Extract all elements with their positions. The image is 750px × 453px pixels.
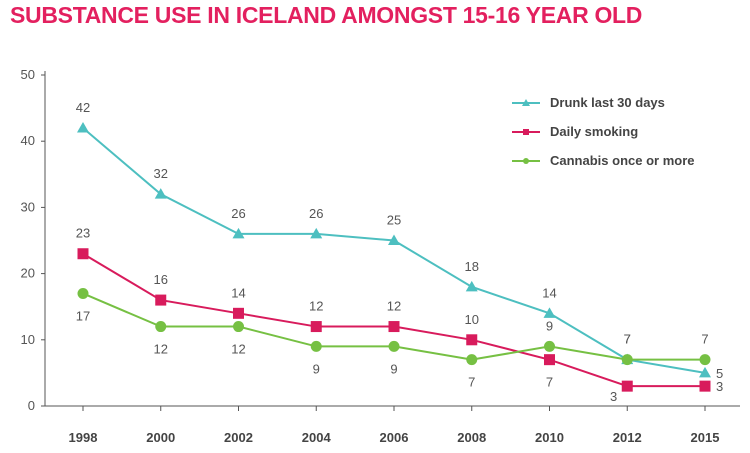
data-point: [466, 334, 478, 346]
legend-marker: [523, 129, 529, 135]
data-label: 9: [313, 361, 320, 376]
data-label: 26: [231, 206, 245, 221]
data-label: 32: [154, 166, 168, 181]
chart-title: SUBSTANCE USE IN ICELAND AMONGST 15-16 Y…: [10, 2, 643, 28]
axes: 0 10 20 30 40 50 1998 2000 2002 2004 2006 2008 2010 2…: [21, 67, 740, 445]
x-tick-label: 2010: [535, 430, 564, 445]
legend-label: Drunk last 30 days: [550, 95, 665, 110]
x-tick-label: 2006: [380, 430, 409, 445]
data-label: 9: [390, 361, 397, 376]
data-label: 7: [624, 332, 631, 347]
data-label: 7: [624, 332, 631, 347]
x-tick-label: 2000: [146, 430, 175, 445]
data-label: 10: [465, 312, 479, 327]
data-point: [544, 354, 555, 366]
legend-label: Cannabis once or more: [550, 153, 694, 168]
y-tick-label: 10: [21, 332, 35, 347]
data-label: 14: [542, 285, 556, 300]
data-label: 42: [76, 100, 90, 115]
legend-item-2: Cannabis once or more: [512, 153, 694, 168]
data-point: [388, 340, 400, 352]
x-tick-label: 2008: [457, 430, 486, 445]
data-labels: 42 32 26 26 25 18 14 7 5 23 16 14 12 12 10 7 3 3 17 12 12 9 9 7…: [76, 100, 723, 404]
data-label: 26: [309, 206, 323, 221]
data-label: 12: [309, 299, 323, 314]
data-label: 18: [465, 259, 479, 274]
data-label: 12: [387, 299, 401, 314]
legend-item-0: Drunk last 30 days: [512, 95, 665, 110]
data-point: [543, 307, 556, 318]
data-point: [233, 307, 244, 319]
legend-marker: [522, 99, 530, 106]
legend-label: Daily smoking: [550, 124, 638, 139]
series-0: [77, 121, 711, 378]
data-point: [466, 354, 478, 366]
data-point: [154, 188, 167, 199]
data-point: [310, 340, 322, 352]
data-label: 25: [387, 213, 401, 228]
data-label: 16: [154, 272, 168, 287]
y-tick-label: 30: [21, 199, 35, 214]
legend-item-1: Daily smoking: [512, 124, 638, 139]
series-layer: [77, 121, 711, 392]
x-tick-label: 2015: [691, 430, 720, 445]
data-label: 9: [546, 318, 553, 333]
series-1: [77, 248, 711, 392]
x-tick-label: 2004: [302, 430, 332, 445]
data-point: [310, 321, 322, 333]
y-tick-label: 0: [28, 398, 35, 413]
data-label: 7: [468, 375, 475, 390]
data-label: 3: [610, 389, 617, 404]
data-point: [77, 248, 89, 260]
legend: Drunk last 30 days Daily smoking Cannabis …: [512, 95, 694, 168]
y-tick-label: 20: [21, 266, 35, 281]
data-point: [544, 340, 555, 352]
data-point: [699, 366, 711, 378]
data-point: [621, 380, 633, 392]
x-tick-label: 2012: [613, 430, 642, 445]
data-point: [310, 227, 323, 239]
data-label: 5: [716, 366, 723, 381]
data-point: [699, 380, 711, 392]
data-point: [233, 321, 244, 333]
data-label: 3: [716, 379, 723, 394]
data-label: 7: [701, 332, 708, 347]
legend-marker: [523, 158, 529, 164]
x-tick-label: 2002: [224, 430, 253, 445]
data-label: 7: [546, 375, 553, 390]
y-tick-label: 50: [21, 67, 35, 82]
data-point: [388, 321, 400, 333]
data-label: 17: [76, 308, 90, 323]
data-point: [155, 321, 167, 333]
x-tick-label: 1998: [69, 430, 98, 445]
data-label: 23: [76, 226, 90, 241]
data-point: [77, 287, 89, 299]
series-2: [77, 287, 711, 366]
data-point: [699, 354, 711, 366]
data-point: [232, 227, 245, 239]
data-point: [77, 121, 89, 133]
data-point: [155, 294, 167, 306]
data-point: [388, 234, 400, 245]
data-point: [465, 280, 478, 292]
data-label: 12: [231, 342, 245, 357]
data-label: 14: [231, 285, 245, 300]
data-label: 12: [154, 342, 168, 357]
data-point: [621, 354, 633, 366]
y-tick-label: 40: [21, 133, 35, 148]
